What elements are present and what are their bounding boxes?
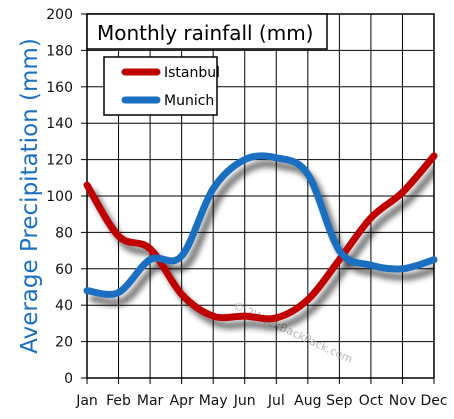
y-tick-label: 80	[55, 225, 73, 241]
x-tick-label: Feb	[106, 393, 131, 409]
legend-box	[103, 56, 218, 116]
series-shadow-munich	[89, 160, 434, 306]
y-tick-label: 120	[46, 153, 73, 169]
series-lines	[83, 152, 438, 323]
x-tick-label: Nov	[389, 393, 416, 409]
legend-label-munich: Munich	[164, 93, 214, 109]
x-tick-label: Jul	[267, 393, 285, 409]
x-tick-label: Jan	[75, 393, 98, 409]
y-tick-label: 40	[55, 298, 73, 314]
x-tick-label: Jun	[233, 393, 256, 409]
x-tick-label: Apr	[170, 393, 194, 409]
x-tick-label: May	[199, 393, 228, 409]
legend: Istanbul Munich	[103, 56, 220, 116]
legend-label-istanbul: Istanbul	[164, 65, 220, 81]
y-tick-label: 160	[46, 80, 73, 96]
x-tick-label: Aug	[294, 393, 321, 409]
y-tick-label: 140	[46, 116, 73, 132]
x-tick-label: Sep	[326, 393, 353, 409]
y-axis-label: Average Precipitation (mm)	[17, 38, 43, 354]
x-tick-label: Mar	[137, 393, 164, 409]
chart-title: Monthly rainfall (mm)	[97, 21, 313, 45]
x-tick-label: Dec	[420, 393, 447, 409]
series-line-istanbul	[83, 152, 438, 323]
y-tick-label: 100	[46, 189, 73, 205]
y-tick-labels: 0 20 40 60 80 100 120 140 160 180 200	[46, 7, 87, 387]
x-tick-labels: Jan Feb Mar Apr May Jun Jul Aug Sep Oct Nov Dec	[75, 378, 448, 409]
y-tick-label: 0	[64, 371, 73, 387]
y-tick-label: 180	[46, 43, 73, 59]
title-box	[86, 13, 328, 50]
y-tick-label: 20	[55, 335, 73, 351]
y-tick-label: 200	[46, 7, 73, 23]
series-line-munich	[83, 152, 438, 298]
x-tick-label: Oct	[359, 393, 384, 409]
y-tick-label: 60	[55, 262, 73, 278]
